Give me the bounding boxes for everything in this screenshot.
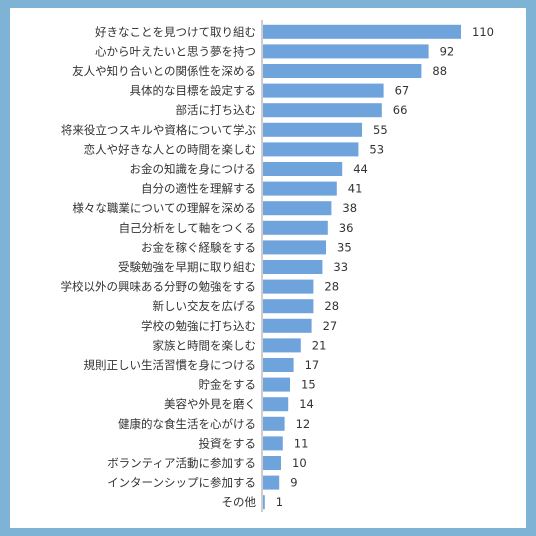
- value-label: 14: [299, 397, 314, 411]
- value-label: 10: [292, 456, 307, 470]
- bar: [263, 318, 312, 333]
- value-label: 12: [296, 417, 311, 431]
- bar: [263, 24, 461, 39]
- value-label: 35: [337, 240, 352, 254]
- bar: [263, 83, 384, 98]
- category-label: 将来役立つスキルや資格について学ぶ: [61, 123, 257, 137]
- category-label: 自己分析をして軸をつくる: [119, 221, 256, 235]
- category-label: お金を稼ぐ経験をする: [141, 240, 256, 254]
- category-label: 学校以外の興味ある分野の勉強をする: [61, 280, 257, 294]
- value-label: 110: [472, 25, 494, 39]
- bar: [263, 279, 314, 294]
- bar: [263, 299, 314, 314]
- category-label: 部活に打ち込む: [176, 103, 257, 117]
- value-label: 88: [432, 64, 447, 78]
- bar: [263, 201, 332, 216]
- category-label: その他: [222, 495, 257, 509]
- category-label: 心から叶えたいと思う夢を持つ: [95, 44, 256, 58]
- category-label: お金の知識を身につける: [130, 162, 257, 176]
- category-label: 健康的な食生活を心がける: [118, 417, 256, 431]
- bar: [263, 475, 280, 490]
- value-label: 55: [373, 123, 388, 137]
- value-label: 28: [324, 299, 339, 313]
- category-label: 様々な職業についての理解を深める: [72, 201, 256, 215]
- category-label: インターンシップに参加する: [107, 476, 256, 490]
- bar: [263, 397, 289, 412]
- value-label: 38: [342, 201, 357, 215]
- category-label: 家族と時間を楽しむ: [153, 338, 257, 352]
- bar: [263, 162, 343, 176]
- value-label: 11: [294, 436, 309, 450]
- category-label: 学校の勉強に打ち込む: [141, 319, 256, 333]
- value-label: 36: [339, 221, 354, 235]
- bar: [263, 377, 290, 392]
- category-label: 美容や外見を磨く: [164, 397, 256, 411]
- bar: [263, 358, 294, 372]
- category-label: 恋人や好きな人との時間を楽しむ: [84, 142, 256, 156]
- value-label: 1: [276, 495, 283, 509]
- category-label: 受験勉強を早期に取り組む: [118, 260, 256, 274]
- bar: [263, 416, 285, 431]
- value-label: 53: [369, 142, 384, 156]
- category-label: 好きなことを見つけて取り組む: [95, 25, 256, 39]
- value-label: 44: [353, 162, 368, 176]
- category-label: 友人や知り合いとの関係性を深める: [72, 64, 256, 78]
- value-label: 28: [324, 280, 339, 294]
- value-label: 27: [323, 319, 338, 333]
- value-label: 21: [312, 338, 327, 352]
- category-label: 具体的な目標を設定する: [130, 84, 257, 98]
- bar: [263, 181, 337, 196]
- value-label: 33: [333, 260, 348, 274]
- value-label: 15: [301, 378, 316, 392]
- value-label: 92: [440, 44, 455, 58]
- bar: [263, 220, 328, 235]
- bar: [263, 240, 326, 255]
- bar: [263, 456, 281, 470]
- category-label: 規則正しい生活習慣を身につける: [84, 358, 257, 372]
- category-label: ボランティア活動に参加する: [107, 456, 256, 470]
- bar: [263, 44, 429, 59]
- bar: [263, 495, 265, 510]
- category-label: 貯金をする: [199, 378, 257, 392]
- bar: [263, 436, 283, 451]
- bar: [263, 338, 301, 353]
- category-label: 投資をする: [199, 436, 257, 450]
- category-label: 新しい交友を広げる: [153, 299, 257, 313]
- value-label: 66: [393, 103, 408, 117]
- bar: [263, 122, 362, 137]
- value-label: 41: [348, 182, 363, 196]
- value-label: 17: [305, 358, 320, 372]
- bar: [263, 142, 359, 157]
- value-label: 67: [395, 84, 410, 98]
- bar: [263, 103, 382, 118]
- category-label: 自分の適性を理解する: [141, 182, 256, 196]
- value-label: 9: [290, 476, 297, 490]
- bar: [263, 260, 323, 274]
- bar: [263, 64, 422, 78]
